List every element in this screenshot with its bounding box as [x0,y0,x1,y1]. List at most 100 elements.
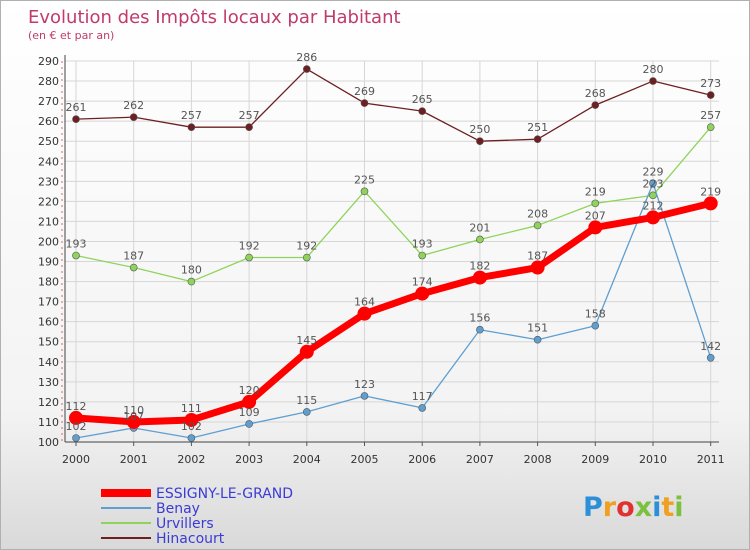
data-label: 109 [239,406,260,419]
data-point [72,434,80,442]
data-point [703,196,718,211]
y-tick-label: 100 [38,436,59,449]
series-layer [69,65,718,442]
data-label: 123 [354,378,375,391]
series-line [75,126,712,283]
data-point [187,123,196,131]
y-axis-ticks: 100 110 120 130 140 150 160 170 180 190 200 210 220 2… [38,55,59,449]
x-tick-label: 2005 [351,453,379,466]
y-tick-label: 210 [38,215,59,228]
x-tick-label: 2000 [62,453,90,466]
data-label: 207 [585,209,606,222]
data-label: 229 [643,165,664,178]
data-point [187,434,196,442]
x-tick-label: 2011 [697,453,725,466]
data-label: 182 [469,260,490,273]
data-point [415,286,430,301]
data-point [591,199,600,208]
data-point [706,91,715,99]
data-point [591,321,600,330]
y-tick-label: 220 [38,195,59,208]
y-tick-label: 200 [38,235,59,248]
logo-letter: i [652,492,661,523]
data-point [72,115,80,123]
data-label: 117 [412,390,433,403]
data-label: 110 [123,404,144,417]
data-point [418,404,427,412]
data-point [184,412,199,427]
data-point [591,101,600,109]
data-point [533,221,542,230]
data-label: 257 [181,109,202,122]
x-axis-ticks: 2000 2001 2002 2003 2004 2005 2006 2007 2008 2009… [62,442,725,466]
data-label: 280 [643,63,664,76]
data-point [302,408,311,416]
data-point [533,135,542,144]
y-tick-label: 290 [38,55,59,68]
data-label: 156 [469,312,490,325]
data-point [69,410,83,425]
y-tick-label: 140 [38,356,59,369]
data-label: 262 [123,99,144,112]
data-point [533,335,542,344]
data-point [245,123,253,131]
logo-letter: i [674,492,683,523]
data-label: 145 [296,334,317,347]
data-point [706,353,715,362]
x-tick-label: 2006 [408,453,436,466]
data-point [245,253,253,262]
x-tick-label: 2002 [177,453,205,466]
y-tick-label: 180 [38,276,59,289]
axes [61,55,719,443]
data-label: 193 [412,238,433,251]
data-point [302,65,311,73]
series-line [75,68,711,142]
data-point [360,187,369,196]
data-label: 151 [527,322,548,335]
data-label: 120 [239,384,260,397]
y-tick-label: 280 [38,75,59,88]
data-point [357,306,372,321]
x-tick-label: 2003 [235,453,263,466]
data-label: 102 [66,420,87,433]
data-label: 269 [354,85,375,98]
data-label: 219 [700,185,721,198]
data-point [187,277,196,286]
x-tick-label: 2010 [639,453,667,466]
data-label: 174 [412,276,433,289]
data-label: 164 [354,296,375,309]
chart-title: Evolution des Impôts locaux par Habitant [28,7,401,28]
y-tick-label: 270 [38,95,59,108]
data-label: 112 [66,400,87,413]
data-label: 268 [585,87,606,100]
logo-letter: x [635,492,652,523]
data-point [649,77,657,85]
logo-letter: t [661,492,674,523]
data-point [360,99,369,107]
data-label: 115 [296,394,317,407]
data-label: 208 [527,207,548,220]
x-tick-label: 2007 [466,453,494,466]
data-label: 193 [66,238,87,251]
data-point [649,191,657,200]
data-label: 201 [469,221,490,234]
data-label: 257 [239,109,260,122]
data-label: 223 [643,177,664,190]
data-label: 265 [412,93,433,106]
data-point [245,420,253,428]
data-label: 192 [296,240,317,253]
data-point [360,392,369,400]
proxiti-logo: Proxiti [583,492,684,523]
data-point [302,253,311,262]
data-label: 107 [123,410,144,423]
data-label: 225 [354,173,375,186]
data-point [476,137,484,146]
y-tick-label: 130 [38,376,59,389]
y-tick-label: 160 [38,316,59,329]
data-point [129,263,138,272]
data-point [530,260,545,275]
data-point [126,414,141,429]
